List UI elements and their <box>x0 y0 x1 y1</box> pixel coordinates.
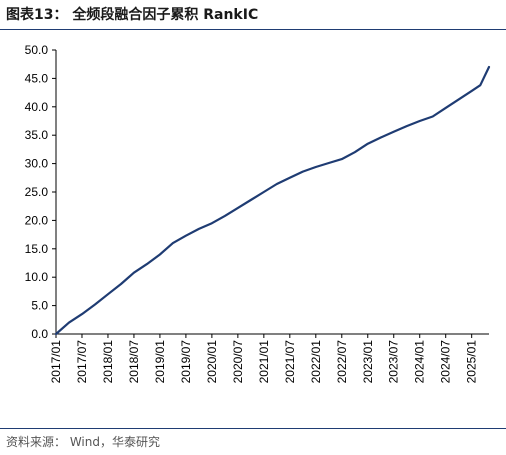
series-line <box>54 65 491 336</box>
y-tick-label: 30.0 <box>25 157 49 171</box>
y-tick-label: 45.0 <box>25 71 49 85</box>
y-tick-label: 40.0 <box>25 100 49 114</box>
x-tick-label: 2018/07 <box>127 340 141 384</box>
x-tick-label: 2024/07 <box>439 340 453 384</box>
x-tick-label: 2025/01 <box>465 340 479 384</box>
y-tick-label: 35.0 <box>25 128 49 142</box>
source-note: 资料来源： Wind，华泰研究 <box>6 435 160 449</box>
x-tick-label: 2017/01 <box>49 340 63 384</box>
y-tick-label: 25.0 <box>25 185 49 199</box>
x-tick-label: 2022/01 <box>309 340 323 384</box>
y-tick-label: 0.0 <box>31 327 48 341</box>
x-axis: 2017/01 2017/07 2018/01 2018/07 2019/01 2019/… <box>49 333 489 384</box>
plot-area <box>54 65 491 336</box>
x-tick-label: 2022/07 <box>335 340 349 384</box>
x-tick-label: 2019/07 <box>179 340 193 384</box>
x-tick-label: 2020/01 <box>205 340 219 384</box>
title-bar: 图表13： 全频段融合因子累积 RankIC <box>0 0 506 30</box>
figure-title: 图表13： 全频段融合因子累积 RankIC <box>6 7 259 23</box>
x-tick-label: 2021/01 <box>257 340 271 384</box>
x-tick-label: 2018/01 <box>101 340 115 384</box>
y-tick-label: 15.0 <box>25 242 49 256</box>
x-tick-label: 2023/01 <box>361 340 375 384</box>
x-tick-label: 2019/01 <box>153 340 167 384</box>
x-tick-label: 2020/07 <box>231 340 245 384</box>
x-tick-label: 2017/07 <box>75 340 89 384</box>
source-divider <box>0 428 506 429</box>
title-divider <box>0 29 506 30</box>
rankic-line-chart: 0.0 5.0 10.0 15.0 20.0 25.0 30.0 35.0 40.0 45.0 50… <box>25 43 491 384</box>
y-tick-label: 20.0 <box>25 213 49 227</box>
y-axis: 0.0 5.0 10.0 15.0 20.0 25.0 30.0 35.0 40.0 45.0 50… <box>25 43 57 341</box>
y-tick-label: 50.0 <box>25 43 49 57</box>
y-tick-label: 10.0 <box>25 270 49 284</box>
y-tick-label: 5.0 <box>31 299 48 313</box>
x-tick-label: 2021/07 <box>283 340 297 384</box>
x-tick-label: 2024/01 <box>413 340 427 384</box>
x-tick-label: 2023/07 <box>387 340 401 384</box>
